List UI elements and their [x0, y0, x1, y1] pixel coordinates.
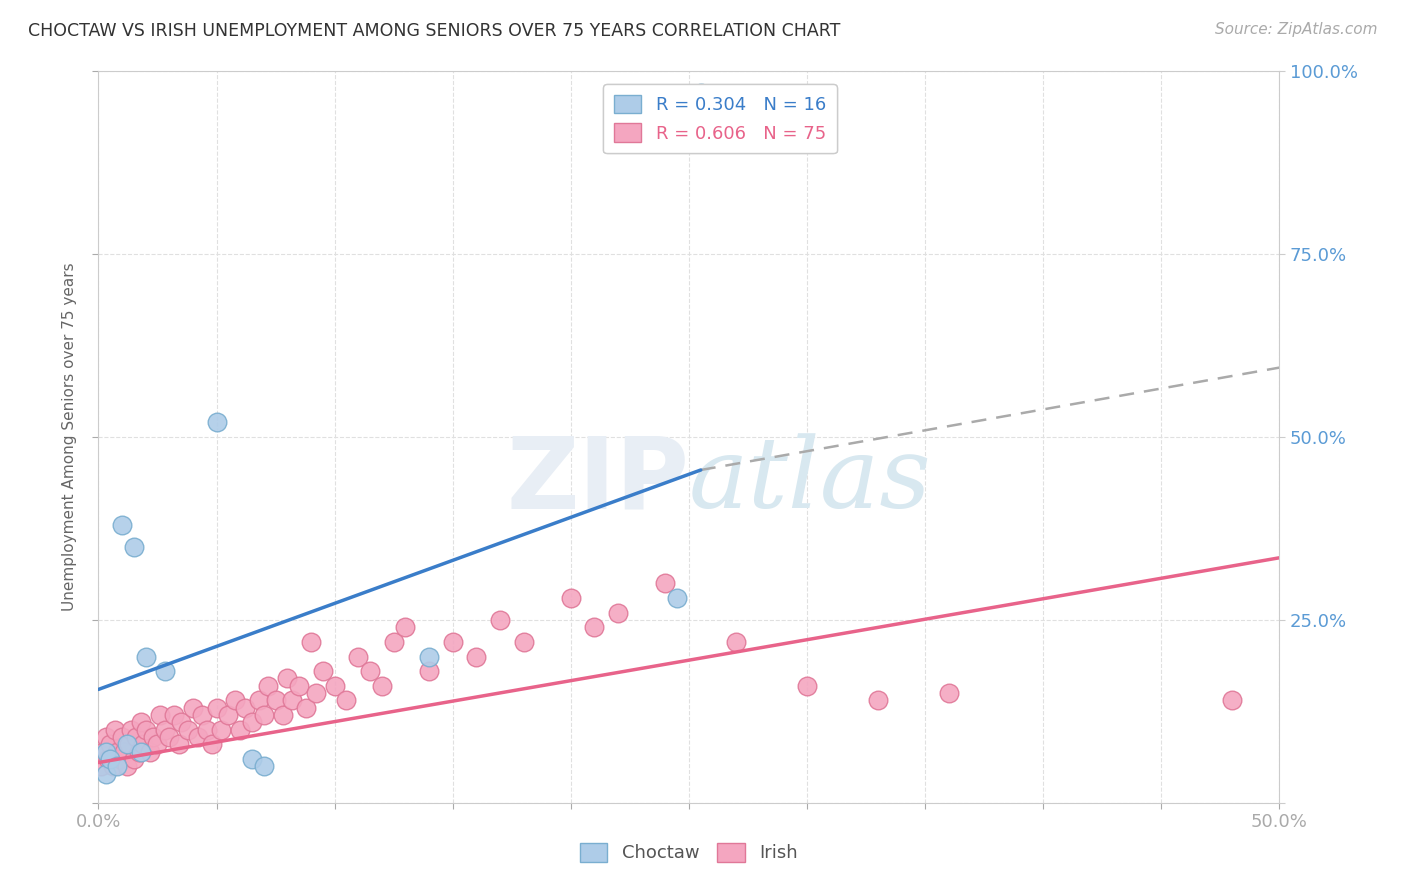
Point [418, 664, 440, 678]
Point [217, 708, 239, 723]
Point [240, 715, 263, 730]
Point [247, 693, 270, 707]
Point [295, 700, 318, 714]
Point [1220, 693, 1243, 707]
Point [512, 635, 534, 649]
Legend: Choctaw, Irish: Choctaw, Irish [574, 836, 804, 870]
Point [441, 635, 464, 649]
Point [98, 737, 121, 751]
Point [91, 745, 114, 759]
Point [122, 540, 145, 554]
Point [135, 723, 157, 737]
Point [607, 606, 630, 620]
Point [689, 87, 711, 101]
Point [125, 730, 148, 744]
Point [299, 635, 322, 649]
Point [796, 679, 818, 693]
Point [129, 745, 152, 759]
Point [264, 693, 287, 707]
Point [666, 591, 689, 605]
Point [938, 686, 960, 700]
Point [253, 759, 276, 773]
Point [560, 591, 582, 605]
Point [105, 745, 128, 759]
Point [654, 576, 676, 591]
Point [128, 745, 150, 759]
Text: CHOCTAW VS IRISH UNEMPLOYMENT AMONG SENIORS OVER 75 YEARS CORRELATION CHART: CHOCTAW VS IRISH UNEMPLOYMENT AMONG SENI… [28, 22, 841, 40]
Point [97, 752, 120, 766]
Point [224, 693, 246, 707]
Point [105, 759, 128, 773]
Point [181, 700, 204, 714]
Point [371, 679, 394, 693]
Point [104, 723, 127, 737]
Point [195, 723, 218, 737]
Point [271, 708, 294, 723]
Point [382, 635, 405, 649]
Point [132, 737, 155, 751]
Point [122, 752, 145, 766]
Point [111, 730, 134, 744]
Point [305, 686, 328, 700]
Point [209, 723, 232, 737]
Point [866, 693, 889, 707]
Point [205, 416, 228, 430]
Point [725, 635, 748, 649]
Point [94, 745, 117, 759]
Point [121, 723, 143, 737]
Legend: R = 0.304   N = 16, R = 0.606   N = 75: R = 0.304 N = 16, R = 0.606 N = 75 [603, 84, 837, 153]
Point [101, 759, 124, 773]
Point [347, 649, 370, 664]
Point [108, 752, 131, 766]
Point [418, 649, 440, 664]
Point [149, 708, 172, 723]
Point [276, 672, 298, 686]
Point [153, 664, 176, 678]
Point [111, 517, 134, 532]
Point [112, 745, 135, 759]
Point [394, 620, 416, 634]
Point [142, 730, 165, 744]
Point [229, 723, 252, 737]
Point [94, 730, 117, 744]
Point [257, 679, 280, 693]
Point [129, 715, 152, 730]
Point [177, 723, 200, 737]
Point [157, 730, 180, 744]
Point [201, 737, 224, 751]
Text: ZIP: ZIP [506, 433, 689, 530]
Point [163, 708, 186, 723]
Point [233, 700, 256, 714]
Point [118, 737, 141, 751]
Point [253, 708, 276, 723]
Point [359, 664, 381, 678]
Point [489, 613, 512, 627]
Point [167, 737, 190, 751]
Point [187, 730, 209, 744]
Point [288, 679, 311, 693]
Y-axis label: Unemployment Among Seniors over 75 years: Unemployment Among Seniors over 75 years [62, 263, 77, 611]
Point [98, 752, 121, 766]
Point [115, 737, 138, 751]
Point [135, 649, 157, 664]
Point [139, 745, 162, 759]
Point [465, 649, 488, 664]
Point [170, 715, 193, 730]
Point [191, 708, 214, 723]
Point [115, 759, 138, 773]
Point [94, 766, 117, 780]
Point [281, 693, 304, 707]
Point [323, 679, 346, 693]
Point [335, 693, 357, 707]
Point [240, 752, 263, 766]
Point [205, 700, 228, 714]
Point [153, 723, 176, 737]
Text: atlas: atlas [689, 434, 932, 529]
Point [146, 737, 169, 751]
Point [90, 759, 112, 773]
Point [583, 620, 606, 634]
Point [312, 664, 335, 678]
Text: Source: ZipAtlas.com: Source: ZipAtlas.com [1215, 22, 1378, 37]
